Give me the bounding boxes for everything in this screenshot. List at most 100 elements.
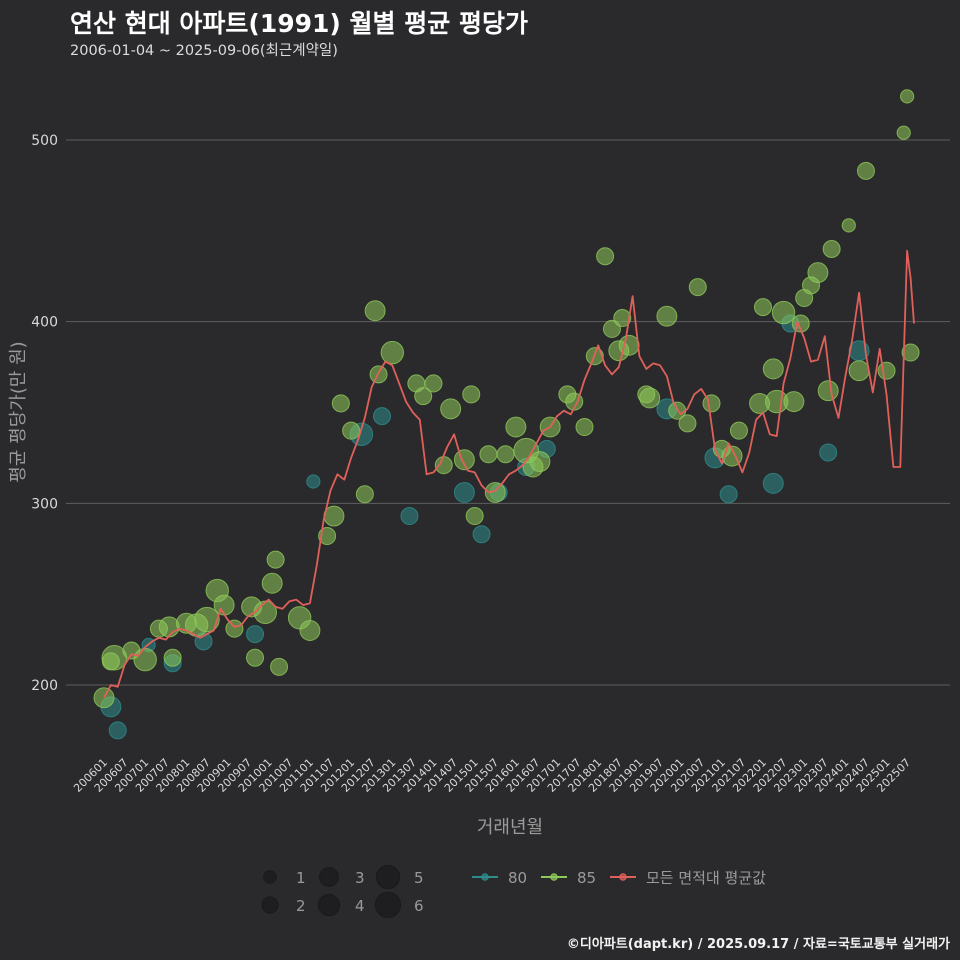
data-point-80 <box>472 525 491 544</box>
source-caption: ©디아파트(dapt.kr) / 2025.09.17 / 자료=국토교통부 실… <box>566 937 950 952</box>
y-tick-label: 400 <box>31 315 58 331</box>
data-point-85 <box>133 647 157 672</box>
size-legend-label: 1 <box>296 869 306 887</box>
data-point-85 <box>656 305 678 327</box>
data-point-80 <box>246 625 265 644</box>
data-point-80 <box>373 407 392 426</box>
chart-subtitle: 2006-01-04 ~ 2025-09-06(최근계약일) <box>70 43 338 59</box>
x-axis-ticks: 2006012006072007012007072008012008072009… <box>71 756 913 795</box>
data-point-85 <box>479 445 498 464</box>
data-point-85 <box>753 298 772 317</box>
x-axis-title: 거래년월 <box>477 817 543 838</box>
data-point-85 <box>318 527 337 546</box>
data-point-80 <box>306 474 321 489</box>
data-point-85 <box>299 620 321 641</box>
data-point-85 <box>618 334 640 356</box>
legend-label: 85 <box>577 869 596 887</box>
scatter-points <box>93 89 920 740</box>
data-point-85 <box>575 418 594 437</box>
y-tick-label: 300 <box>31 496 58 512</box>
data-point-85 <box>266 550 285 569</box>
legend-label: 모든 면적대 평균값 <box>646 869 766 887</box>
data-point-85 <box>596 247 615 266</box>
data-point-85 <box>896 125 911 140</box>
data-point-85 <box>688 278 707 297</box>
data-point-85 <box>702 394 721 413</box>
series-legend: 80 85 모든 면적대 평균값 <box>472 869 766 887</box>
data-point-85 <box>424 374 443 393</box>
chart-title: 연산 현대 아파트(1991) 월별 평균 평당가 <box>70 9 528 38</box>
data-point-85 <box>414 387 433 406</box>
data-point-80 <box>719 485 738 504</box>
data-point-85 <box>841 218 856 233</box>
data-point-85 <box>729 421 748 440</box>
data-point-85 <box>465 507 484 526</box>
size-legend-label: 5 <box>414 869 424 887</box>
data-point-85 <box>246 648 265 667</box>
data-point-85 <box>901 343 920 362</box>
data-point-85 <box>462 385 481 404</box>
data-point-85 <box>93 687 115 709</box>
data-point-85 <box>856 161 875 180</box>
data-point-85 <box>639 387 661 409</box>
data-point-80 <box>400 507 419 526</box>
data-point-85 <box>771 300 796 325</box>
size-legend-key <box>261 896 279 914</box>
data-point-85 <box>380 340 405 365</box>
legend-label: 80 <box>508 869 527 887</box>
data-point-85 <box>807 262 829 284</box>
data-point-85 <box>496 445 515 464</box>
size-legend-label: 6 <box>414 897 424 915</box>
data-point-85 <box>331 394 350 413</box>
data-point-80 <box>762 472 784 494</box>
data-point-85 <box>194 606 220 633</box>
data-point-80 <box>819 443 838 462</box>
data-point-85 <box>158 616 180 638</box>
y-axis-ticks: 200 300 400 500 <box>31 133 58 694</box>
series-line <box>103 249 915 699</box>
legend-point-key <box>481 873 489 881</box>
data-point-85 <box>225 619 244 638</box>
data-point-80 <box>453 481 475 503</box>
data-point-85 <box>613 309 632 328</box>
data-point-85 <box>261 572 283 594</box>
legend-point-key <box>550 873 558 881</box>
data-point-85 <box>848 360 870 382</box>
data-point-85 <box>440 398 462 420</box>
size-legend-key <box>374 891 402 919</box>
data-point-85 <box>762 358 784 380</box>
data-point-85 <box>529 451 551 473</box>
data-point-85 <box>900 89 915 104</box>
data-point-80 <box>108 721 127 740</box>
size-legend-key <box>263 870 277 884</box>
size-legend-key <box>317 893 341 917</box>
grid-lines <box>66 139 950 686</box>
data-point-85 <box>484 481 506 503</box>
y-tick-label: 200 <box>31 678 58 694</box>
y-axis-title: 평균 평당가(만 원) <box>8 341 29 482</box>
average-line <box>103 249 915 699</box>
data-point-85 <box>364 300 386 322</box>
size-legend-label: 4 <box>355 897 365 915</box>
data-point-85 <box>434 456 453 475</box>
data-point-85 <box>678 414 697 433</box>
data-point-85 <box>453 449 475 471</box>
size-legend-key <box>375 864 401 890</box>
data-point-85 <box>355 485 374 504</box>
data-point-85 <box>505 416 527 438</box>
data-point-85 <box>213 594 235 616</box>
y-tick-label: 500 <box>31 133 58 149</box>
size-legend: 1 2 3 4 5 6 <box>261 864 424 919</box>
legend-point-key <box>619 873 627 881</box>
data-point-85 <box>342 421 361 440</box>
data-point-85 <box>163 648 182 667</box>
data-point-85 <box>270 657 289 676</box>
size-legend-label: 3 <box>355 869 365 887</box>
data-point-85 <box>783 391 805 413</box>
size-legend-label: 2 <box>296 897 306 915</box>
data-point-85 <box>877 361 896 380</box>
data-point-85 <box>822 239 841 259</box>
data-point-85 <box>817 380 839 402</box>
size-legend-key <box>319 867 339 887</box>
